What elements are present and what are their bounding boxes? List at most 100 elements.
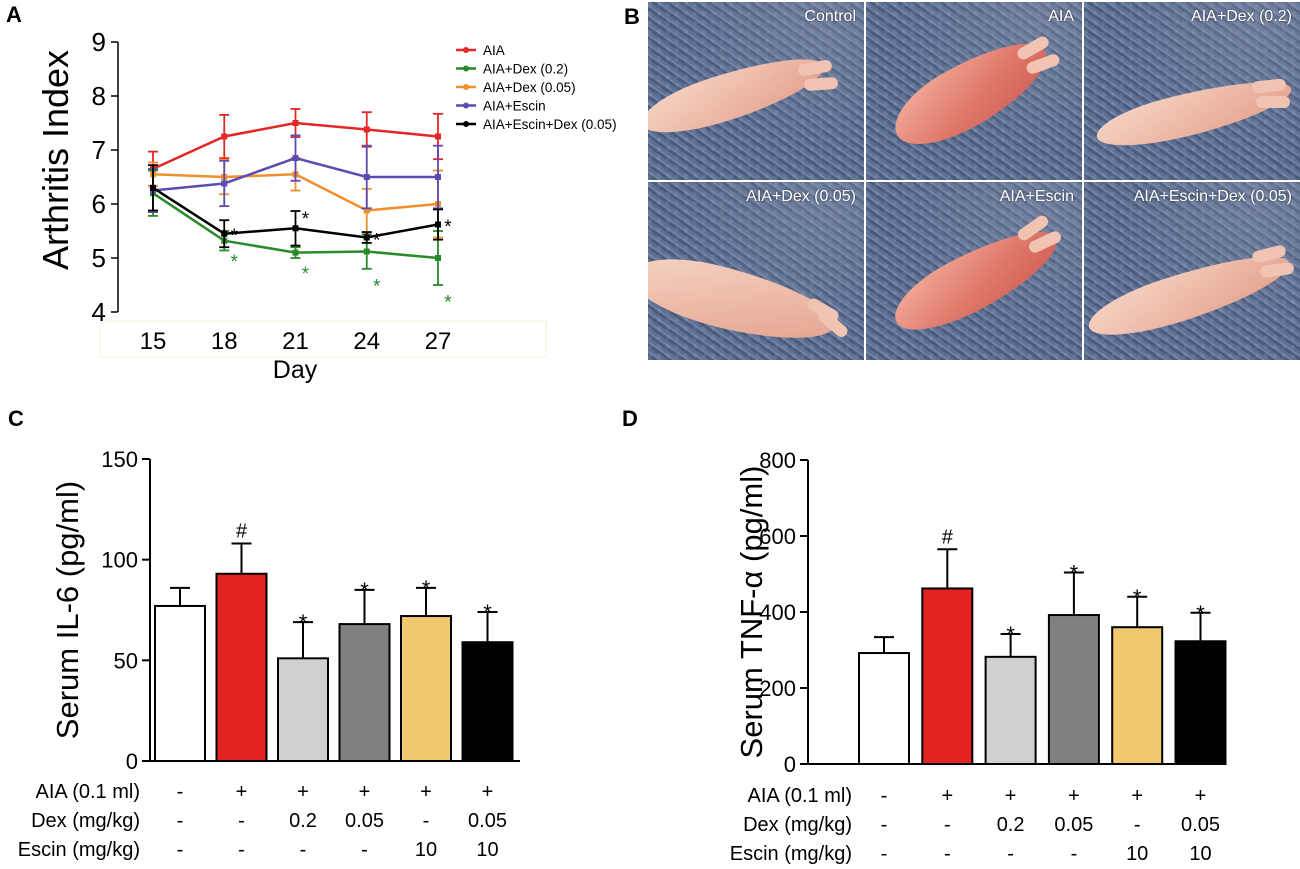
significance-mark: * [231, 252, 239, 273]
treatment-cell: - [881, 785, 888, 807]
bar [277, 657, 329, 763]
legend-marker [463, 102, 469, 109]
legend-marker [463, 121, 469, 127]
photo-label-aia-dex-02: AIA+Dex (0.2) [1191, 8, 1292, 25]
treatment-cell: 0.2 [997, 814, 1025, 836]
y-tick-label: 0 [784, 752, 796, 777]
treatment-cell: 0.05 [1054, 814, 1093, 836]
treatment-cell: + [1195, 785, 1207, 807]
treatment-cell: 10 [415, 839, 437, 861]
treatment-cell: - [944, 814, 951, 836]
data-point [221, 133, 228, 140]
photo-aia-escin-dex: AIA+Escin+Dex (0.05) [1084, 182, 1300, 360]
treatment-cell: + [941, 785, 953, 807]
data-point [435, 174, 441, 180]
treatment-row-label: Dex (mg/kg) [743, 814, 852, 836]
significance-mark: * [373, 230, 381, 251]
significance-mark: # [942, 526, 954, 548]
bar [338, 623, 391, 762]
photo-aia-dex-005: AIA+Dex (0.05) [648, 182, 864, 360]
treatment-row-label: Escin (mg/kg) [730, 843, 852, 865]
x-tick-label: 21 [282, 328, 309, 355]
y-tick-label: 200 [759, 676, 796, 701]
significance-mark: * [1133, 585, 1142, 610]
treatment-cell: - [1071, 843, 1078, 865]
y-tick-label: 150 [101, 447, 138, 472]
significance-mark: * [1006, 622, 1015, 647]
treatment-row-label: AIA (0.1 ml) [748, 785, 852, 807]
legend-label: AIA+Dex (0.05) [483, 80, 576, 95]
treatment-cell: - [1007, 843, 1014, 865]
data-point [221, 180, 228, 187]
treatment-cell: + [236, 781, 248, 803]
panel-letter-d: D [622, 406, 638, 431]
y-tick-label: 100 [101, 548, 138, 573]
data-point [363, 174, 370, 180]
treatment-cell: + [1131, 785, 1143, 807]
treatment-cell: - [177, 839, 184, 861]
y-tick-label: 6 [92, 189, 106, 219]
data-point [292, 249, 299, 256]
treatment-cell: 10 [1126, 843, 1148, 865]
treatment-cell: - [361, 839, 368, 861]
bar [154, 604, 206, 762]
x-axis-frame [99, 320, 547, 358]
data-point [435, 221, 441, 228]
photo-aia: AIA [866, 2, 1082, 180]
legend-marker [463, 47, 469, 53]
data-point [221, 230, 228, 237]
bar [984, 655, 1037, 765]
photo-label-aia-escin-dex: AIA+Escin+Dex (0.05) [1133, 188, 1292, 205]
treatment-cell: 0.2 [289, 810, 317, 832]
arthritis-index-chart: 4 5 6 7 8 9 15 18 21 24 27 Day Arthritis Index AIA AIA… [35, 27, 617, 384]
treatment-cell: + [1005, 785, 1017, 807]
photo-label-aia-escin: AIA+Escin [999, 188, 1074, 205]
treatment-cell: - [238, 839, 245, 861]
legend-label: AIA+Escin+Dex (0.05) [483, 117, 617, 132]
y-axis-title: Serum TNF-α (pg/ml) [734, 466, 769, 759]
x-tick-label: 27 [425, 328, 452, 355]
panel-letter-b: B [624, 4, 640, 29]
x-axis-title: Day [273, 356, 318, 384]
treatment-cell: - [177, 810, 184, 832]
treatment-cell: + [420, 781, 432, 803]
treatment-cell: - [238, 810, 245, 832]
y-tick-label: 0 [126, 749, 138, 774]
bar [921, 587, 974, 765]
data-point [363, 126, 370, 133]
x-tick-label: 18 [211, 328, 238, 355]
photo-aia-dex-02: AIA+Dex (0.2) [1084, 2, 1300, 180]
x-tick-label: 24 [353, 328, 380, 355]
y-tick-label: 50 [114, 648, 138, 673]
treatment-cell: - [423, 810, 430, 832]
significance-mark: * [422, 576, 431, 601]
significance-mark: * [299, 610, 308, 635]
photo-label-aia: AIA [1048, 8, 1074, 25]
legend-marker [463, 65, 469, 72]
treatment-cell: - [881, 843, 888, 865]
treatment-cell: + [1068, 785, 1080, 807]
treatment-row-label: Dex (mg/kg) [31, 810, 140, 832]
bar [1174, 640, 1227, 765]
bar [1047, 614, 1100, 765]
significance-mark: # [236, 521, 248, 543]
significance-mark: * [302, 209, 310, 230]
significance-mark: * [373, 276, 381, 297]
photo-label-aia-dex-005: AIA+Dex (0.05) [746, 188, 856, 205]
significance-mark: * [1070, 560, 1079, 585]
treatment-cell: + [482, 781, 494, 803]
data-point [435, 133, 441, 140]
legend-marker [463, 84, 469, 90]
treatment-cell: - [881, 814, 888, 836]
data-point [292, 120, 299, 126]
treatment-cell: + [297, 781, 309, 803]
bar [400, 615, 452, 762]
paw-photo-grid: Control AIA AIA+Dex (0.2) AIA+Dex (0.05)… [648, 2, 1300, 360]
legend-label: AIA [483, 43, 505, 58]
treatment-cell: 10 [1189, 843, 1211, 865]
treatment-row-label: Escin (mg/kg) [18, 839, 140, 861]
data-point [363, 234, 370, 241]
significance-mark: * [231, 226, 239, 247]
significance-mark: * [444, 217, 452, 238]
treatment-cell: 0.05 [468, 810, 507, 832]
